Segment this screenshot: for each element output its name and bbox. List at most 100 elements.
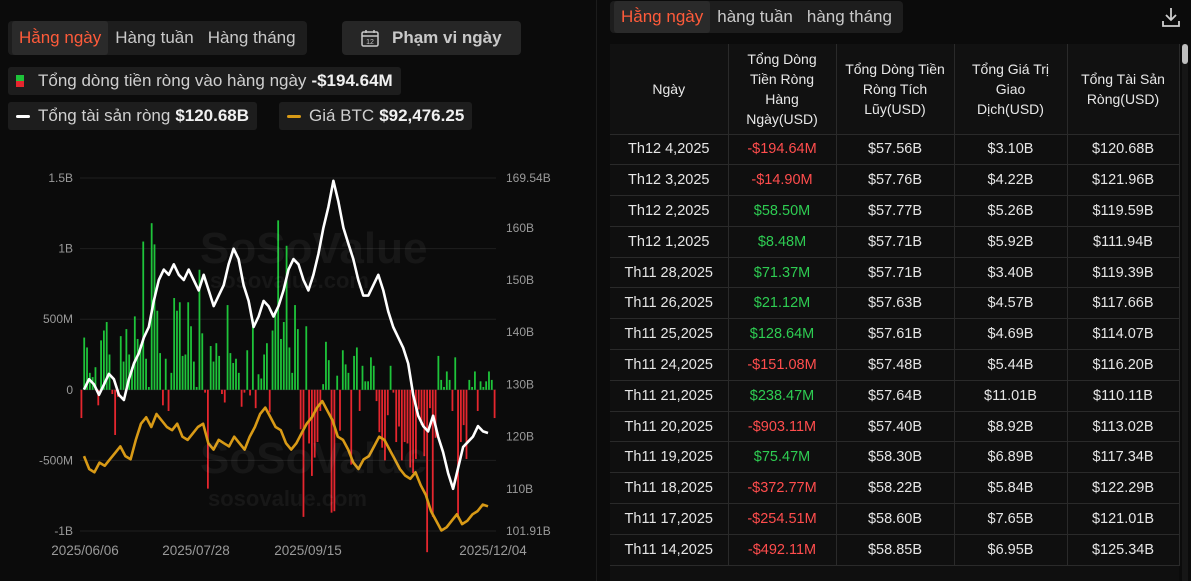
- x-axis-tick: 2025/09/15: [274, 543, 342, 558]
- inflow-bar: [170, 372, 173, 390]
- table-row[interactable]: Th11 18,2025 -$372.77M $58.22B $5.84B $122.2…: [610, 472, 1180, 505]
- table-row[interactable]: Th11 28,2025 $71.37M $57.71B $3.40B $119.39B: [610, 257, 1180, 289]
- inflow-bar: [240, 389, 243, 407]
- col-header-cumulative-inflow[interactable]: Tổng Dòng Tiền Ròng Tích Lũy(USD): [836, 44, 955, 135]
- inflow-bar: [322, 384, 325, 390]
- inflow-bar: [218, 355, 221, 390]
- table-tab-monthly[interactable]: hàng tháng: [806, 7, 892, 26]
- inflow-bar: [97, 389, 100, 406]
- inflow-bar: [474, 371, 476, 390]
- table-row[interactable]: Th11 21,2025 $238.47M $57.64B $11.01B $110.1…: [610, 380, 1180, 412]
- col-header-net-assets[interactable]: Tổng Tài Sản Ròng(USD): [1067, 44, 1180, 135]
- table-row[interactable]: Th11 25,2025 $128.64M $57.61B $4.69B $114.07…: [610, 318, 1180, 351]
- table-tab-daily[interactable]: Hằng ngày: [614, 1, 711, 33]
- inflow-bar: [398, 389, 400, 427]
- inflow-bar: [296, 329, 299, 390]
- inflow-bar: [493, 389, 496, 419]
- inflow-bar: [139, 344, 142, 390]
- inflow-bar: [479, 381, 482, 390]
- inflow-bar: [406, 389, 409, 444]
- cell-cumulative-inflow: $57.76B: [836, 164, 955, 197]
- scrollbar-thumb[interactable]: [1182, 44, 1188, 64]
- inflow-bar: [409, 389, 412, 468]
- inflow-bar: [167, 389, 170, 411]
- cell-cumulative-inflow: $57.56B: [836, 134, 955, 166]
- inflow-bar: [485, 381, 488, 390]
- table-row[interactable]: Th11 19,2025 $75.47M $58.30B $6.89B $117.34B: [610, 441, 1180, 474]
- inflow-bar: [423, 389, 426, 457]
- table-row[interactable]: Th12 4,2025 -$194.64M $57.56B $3.10B $120.68…: [610, 134, 1180, 166]
- inflow-bar: [361, 365, 364, 390]
- inflow-bar: [178, 302, 181, 390]
- cell-cumulative-inflow: $57.71B: [836, 226, 955, 258]
- cell-net-assets: $122.29B: [1067, 472, 1180, 505]
- cell-net-assets: $111.94B: [1067, 226, 1180, 258]
- col-header-traded-value[interactable]: Tổng Giá Trị Giao Dịch(USD): [954, 44, 1068, 135]
- left-axis-tick: 1.5B: [48, 171, 73, 185]
- inflow-bar: [187, 302, 190, 390]
- x-axis-tick: 2025/07/28: [162, 543, 230, 558]
- inflow-bar: [488, 371, 490, 390]
- inflow-bar: [468, 379, 471, 390]
- table-row[interactable]: Th12 2,2025 $58.50M $57.77B $5.26B $119.59B: [610, 195, 1180, 227]
- date-range-button[interactable]: 12 Phạm vi ngày: [342, 21, 521, 55]
- table-row[interactable]: Th11 20,2025 -$903.11M $57.40B $8.92B $113.0…: [610, 411, 1180, 443]
- inflow-bar: [325, 341, 327, 390]
- inflow-bar: [159, 353, 162, 390]
- table-tab-weekly[interactable]: hàng tuần: [717, 7, 793, 26]
- cell-date: Th11 24,2025: [610, 349, 729, 381]
- inflow-bar: [308, 389, 310, 444]
- inflow-bar: [350, 389, 353, 465]
- table-scrollbar[interactable]: [1182, 44, 1188, 581]
- inflow-bar: [136, 338, 139, 390]
- table-row[interactable]: Th11 14,2025 -$492.11M $58.85B $6.95B $125.3…: [610, 534, 1180, 566]
- inflow-bar: [100, 340, 102, 390]
- period-monthly-tab[interactable]: Hàng tháng: [207, 28, 296, 47]
- inflow-bar: [122, 361, 125, 390]
- inflow-bar: [280, 338, 282, 390]
- cell-daily-inflow: $238.47M: [728, 380, 837, 412]
- inflow-bar: [260, 378, 263, 390]
- inflow-bar: [257, 374, 260, 390]
- inflow-bar: [108, 354, 111, 390]
- cell-traded-value: $5.44B: [954, 349, 1068, 381]
- right-axis-tick: 150B: [506, 273, 534, 287]
- table-row[interactable]: Th11 17,2025 -$254.51M $58.60B $7.65B $121.0…: [610, 503, 1180, 535]
- inflow-bar: [327, 360, 330, 390]
- cell-date: Th11 25,2025: [610, 318, 729, 351]
- table-row[interactable]: Th12 3,2025 -$14.90M $57.76B $4.22B $121.96B: [610, 164, 1180, 197]
- inflow-bar: [431, 389, 434, 517]
- cell-cumulative-inflow: $57.63B: [836, 287, 955, 320]
- cell-date: Th12 2,2025: [610, 195, 729, 227]
- btc-price-value: $92,476.25: [379, 106, 465, 125]
- right-axis-tick: 130B: [506, 377, 534, 391]
- inflow-bar: [437, 355, 440, 390]
- inflow-bar: [353, 355, 355, 390]
- cell-date: Th11 28,2025: [610, 257, 729, 289]
- inflow-bar: [221, 389, 223, 395]
- table-row[interactable]: Th11 24,2025 -$151.08M $57.48B $5.44B $116.2…: [610, 349, 1180, 381]
- right-axis-tick: 101.91B: [506, 524, 551, 538]
- right-axis-tick: 120B: [506, 430, 534, 444]
- right-axis-tick: 140B: [506, 325, 534, 339]
- col-header-date[interactable]: Ngày: [610, 44, 729, 135]
- table-row[interactable]: Th12 1,2025 $8.48M $57.71B $5.92B $111.94B: [610, 226, 1180, 258]
- cell-net-assets: $114.07B: [1067, 318, 1180, 351]
- cell-cumulative-inflow: $58.30B: [836, 441, 955, 474]
- download-button[interactable]: [1159, 5, 1183, 29]
- period-daily-tab[interactable]: Hằng ngày: [12, 21, 109, 55]
- col-header-daily-inflow[interactable]: Tổng Dòng Tiền Ròng Hàng Ngày(USD): [728, 44, 837, 135]
- inflow-bar: [313, 389, 316, 458]
- period-weekly-tab[interactable]: Hàng tuần: [115, 28, 194, 47]
- inflow-bar: [271, 330, 274, 390]
- inflow-bar: [246, 350, 249, 390]
- inflow-bar: [209, 346, 212, 390]
- inflow-bar: [434, 389, 437, 438]
- btc-legend-swatch: [287, 114, 301, 118]
- table-row[interactable]: Th11 26,2025 $21.12M $57.63B $4.57B $117.66B: [610, 287, 1180, 320]
- inflow-bar: [128, 354, 131, 390]
- cell-cumulative-inflow: $57.77B: [836, 195, 955, 227]
- inflow-bar: [105, 322, 108, 390]
- cell-date: Th11 21,2025: [610, 380, 729, 412]
- inflow-bar: [389, 365, 392, 390]
